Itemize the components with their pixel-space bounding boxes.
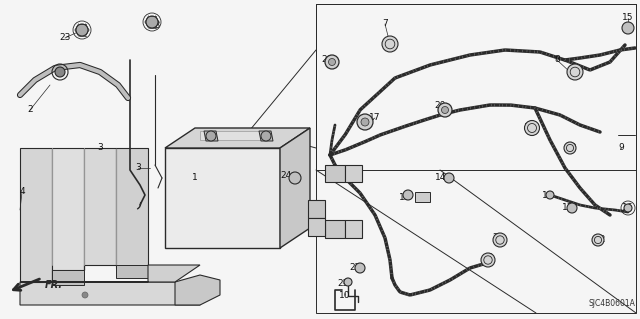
Text: 13: 13 bbox=[563, 204, 573, 212]
Text: 20: 20 bbox=[435, 100, 445, 109]
Polygon shape bbox=[308, 218, 325, 236]
Circle shape bbox=[325, 55, 339, 69]
Circle shape bbox=[481, 253, 495, 267]
Circle shape bbox=[622, 22, 634, 34]
Text: 12: 12 bbox=[595, 235, 607, 244]
Text: 13: 13 bbox=[399, 194, 411, 203]
Circle shape bbox=[355, 263, 365, 273]
Polygon shape bbox=[20, 148, 52, 282]
Circle shape bbox=[525, 121, 540, 136]
Circle shape bbox=[592, 234, 604, 246]
Text: 5: 5 bbox=[333, 170, 339, 180]
Circle shape bbox=[403, 190, 413, 200]
Text: FR.: FR. bbox=[45, 280, 63, 290]
Text: 1: 1 bbox=[192, 174, 198, 182]
Circle shape bbox=[567, 64, 583, 80]
Polygon shape bbox=[84, 148, 116, 270]
Text: 11: 11 bbox=[316, 204, 328, 212]
Circle shape bbox=[442, 107, 449, 114]
Polygon shape bbox=[52, 270, 84, 285]
Circle shape bbox=[344, 278, 352, 286]
Circle shape bbox=[328, 58, 335, 65]
Circle shape bbox=[444, 173, 454, 183]
Circle shape bbox=[357, 114, 373, 130]
Text: 23: 23 bbox=[60, 33, 70, 42]
Circle shape bbox=[55, 67, 65, 77]
Polygon shape bbox=[415, 192, 430, 202]
Text: 25: 25 bbox=[337, 278, 349, 287]
Text: 7: 7 bbox=[382, 19, 388, 28]
Circle shape bbox=[546, 191, 554, 199]
Text: SJC4B0601A: SJC4B0601A bbox=[588, 299, 635, 308]
Polygon shape bbox=[165, 148, 280, 248]
Polygon shape bbox=[345, 220, 362, 238]
Circle shape bbox=[438, 103, 452, 117]
Text: 18: 18 bbox=[524, 123, 536, 132]
Polygon shape bbox=[175, 275, 220, 305]
Polygon shape bbox=[52, 148, 84, 282]
Polygon shape bbox=[204, 131, 218, 141]
Text: 15: 15 bbox=[622, 13, 634, 23]
Polygon shape bbox=[165, 128, 310, 148]
Circle shape bbox=[261, 131, 271, 141]
Polygon shape bbox=[20, 265, 200, 282]
Text: 22: 22 bbox=[349, 263, 360, 272]
Circle shape bbox=[289, 172, 301, 184]
Circle shape bbox=[82, 292, 88, 298]
Text: 26: 26 bbox=[321, 56, 333, 64]
Polygon shape bbox=[280, 128, 310, 248]
Circle shape bbox=[624, 204, 632, 212]
Text: 6: 6 bbox=[486, 254, 492, 263]
Text: 8: 8 bbox=[554, 56, 560, 64]
Text: 21: 21 bbox=[492, 234, 504, 242]
Polygon shape bbox=[200, 131, 265, 140]
Circle shape bbox=[382, 36, 398, 52]
Circle shape bbox=[361, 118, 369, 126]
Polygon shape bbox=[308, 200, 325, 218]
Polygon shape bbox=[116, 265, 148, 278]
Text: 5: 5 bbox=[333, 227, 339, 236]
Polygon shape bbox=[345, 165, 362, 182]
Circle shape bbox=[564, 142, 576, 154]
Text: 17: 17 bbox=[369, 114, 381, 122]
Text: 16: 16 bbox=[622, 204, 634, 212]
Text: 10: 10 bbox=[339, 291, 351, 300]
Polygon shape bbox=[116, 148, 148, 268]
Text: 14: 14 bbox=[435, 174, 447, 182]
Text: 19: 19 bbox=[566, 144, 578, 152]
Text: 3: 3 bbox=[135, 164, 141, 173]
Circle shape bbox=[76, 24, 88, 36]
Polygon shape bbox=[259, 131, 273, 141]
Text: 4: 4 bbox=[19, 188, 25, 197]
Text: 9: 9 bbox=[618, 144, 624, 152]
Polygon shape bbox=[20, 282, 200, 305]
Circle shape bbox=[493, 233, 507, 247]
Polygon shape bbox=[325, 165, 345, 182]
Text: 24: 24 bbox=[280, 170, 292, 180]
Text: 14: 14 bbox=[542, 190, 554, 199]
Polygon shape bbox=[325, 220, 345, 238]
Text: 2: 2 bbox=[27, 106, 33, 115]
Circle shape bbox=[146, 16, 158, 28]
Circle shape bbox=[567, 203, 577, 213]
Text: 23: 23 bbox=[149, 20, 161, 29]
Circle shape bbox=[206, 131, 216, 141]
Text: 3: 3 bbox=[97, 144, 103, 152]
